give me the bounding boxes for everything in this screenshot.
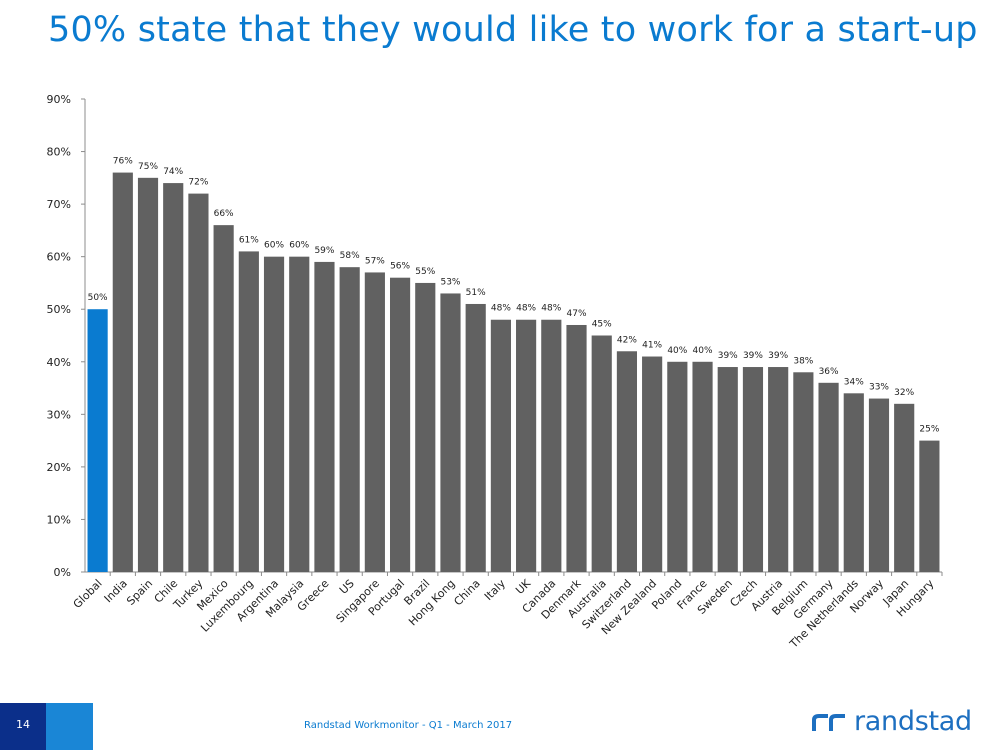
- data-label: 74%: [163, 167, 183, 177]
- bar-mexico: [213, 225, 234, 572]
- y-tick-label: 0%: [54, 566, 71, 579]
- bar-france: [692, 361, 713, 572]
- bar-uk: [516, 319, 537, 572]
- bar-us: [339, 267, 360, 572]
- bar-hungary: [919, 440, 940, 572]
- y-tick-label: 10%: [47, 513, 71, 526]
- y-tick-label: 70%: [47, 198, 71, 211]
- bar-japan: [894, 403, 915, 572]
- bar-sweden: [717, 367, 738, 572]
- data-label: 36%: [819, 367, 839, 377]
- y-tick-label: 80%: [47, 146, 71, 159]
- category-label: Spain: [124, 577, 155, 608]
- slide-title: 50% state that they would like to work f…: [48, 10, 978, 50]
- bar-brazil: [415, 282, 436, 572]
- data-label: 33%: [869, 383, 889, 393]
- data-label: 39%: [718, 351, 738, 361]
- category-label: China: [451, 577, 482, 608]
- bar-greece: [314, 261, 335, 572]
- randstad-logo: randstad: [812, 706, 972, 737]
- data-label: 55%: [415, 267, 435, 277]
- data-label: 60%: [264, 241, 284, 251]
- randstad-logo-icon: [812, 713, 845, 731]
- bar-malaysia: [289, 256, 310, 572]
- bar-china: [465, 303, 486, 572]
- bar-czech: [742, 367, 764, 572]
- page-number: 14: [16, 718, 30, 731]
- bar-austria: [768, 367, 789, 572]
- bar-spain: [137, 177, 159, 572]
- bar-the-netherlands: [843, 393, 864, 572]
- footer-dark-block: [0, 703, 46, 750]
- bar-belgium: [793, 372, 814, 572]
- randstad-logo-text: randstad: [854, 706, 972, 737]
- bar-poland: [667, 361, 688, 572]
- bar-norway: [868, 398, 890, 572]
- bar-italy: [490, 319, 511, 572]
- data-label: 45%: [592, 320, 612, 330]
- data-label: 56%: [390, 262, 410, 272]
- data-label: 75%: [138, 162, 158, 172]
- data-label: 41%: [642, 341, 662, 351]
- data-label: 76%: [113, 157, 133, 167]
- y-tick-label: 90%: [47, 93, 71, 106]
- category-label: Global: [71, 577, 105, 611]
- bar-canada: [541, 319, 562, 572]
- bar-australia: [591, 335, 612, 572]
- data-label: 61%: [239, 235, 259, 245]
- bar-global: [87, 309, 108, 572]
- bar-india: [112, 172, 133, 573]
- bar-new-zealand: [642, 356, 663, 572]
- data-label: 38%: [793, 356, 813, 366]
- bar-germany: [818, 382, 839, 572]
- data-label: 72%: [188, 178, 208, 188]
- y-tick-label: 60%: [47, 251, 71, 264]
- footer-light-block: [46, 703, 93, 750]
- y-tick-label: 50%: [47, 303, 71, 316]
- data-label: 48%: [516, 304, 536, 314]
- data-label: 25%: [919, 425, 939, 435]
- data-label: 51%: [466, 288, 486, 298]
- bar-hong-kong: [440, 293, 461, 572]
- bar-portugal: [389, 277, 411, 572]
- data-label: 48%: [541, 304, 561, 314]
- y-tick-label: 40%: [47, 356, 71, 369]
- data-label: 39%: [743, 351, 763, 361]
- bar-turkey: [188, 193, 209, 572]
- category-label: US: [337, 577, 357, 597]
- bar-chart: 0% 10% 20% 30% 40% 50% 60% 70% 80% 90% 50% Global 76…: [47, 93, 943, 651]
- bar-argentina: [263, 256, 285, 572]
- data-label: 53%: [440, 277, 460, 287]
- category-label: Italy: [482, 577, 508, 603]
- data-label: 34%: [844, 377, 864, 387]
- data-label: 50%: [88, 293, 108, 303]
- data-label: 58%: [340, 251, 360, 261]
- data-label: 42%: [617, 335, 637, 345]
- data-label: 39%: [768, 351, 788, 361]
- footer-text: Randstad Workmonitor - Q1 - March 2017: [304, 720, 513, 731]
- bar-switzerland: [616, 351, 638, 572]
- data-label: 66%: [214, 209, 234, 219]
- data-label: 32%: [894, 388, 914, 398]
- y-tick-label: 30%: [47, 408, 71, 421]
- data-label: 40%: [667, 346, 687, 356]
- data-label: 57%: [365, 256, 385, 266]
- data-label: 40%: [693, 346, 713, 356]
- bar-singapore: [364, 272, 385, 572]
- bar-denmark: [566, 324, 587, 572]
- y-tick-label: 20%: [47, 461, 71, 474]
- data-label: 59%: [314, 246, 334, 256]
- bar-luxembourg: [238, 251, 259, 572]
- bar-chile: [163, 183, 184, 572]
- data-label: 60%: [289, 241, 309, 251]
- data-label: 47%: [567, 309, 587, 319]
- category-label: UK: [513, 576, 534, 597]
- data-label: 48%: [491, 304, 511, 314]
